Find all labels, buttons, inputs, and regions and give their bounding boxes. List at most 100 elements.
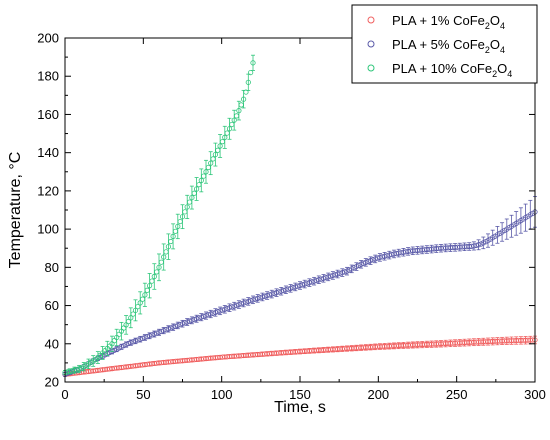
plot-frame <box>64 37 536 383</box>
data-point <box>189 317 195 323</box>
data-point <box>165 326 171 332</box>
data-point <box>128 340 134 346</box>
data-point <box>393 250 399 257</box>
data-point <box>280 287 287 294</box>
data-point <box>158 259 164 265</box>
legend-marker <box>367 64 375 72</box>
data-point <box>161 327 167 334</box>
data-point <box>233 113 240 119</box>
data-point <box>259 294 265 300</box>
data-point <box>147 333 153 339</box>
data-point <box>384 253 390 259</box>
data-point <box>403 249 409 255</box>
data-point <box>205 312 211 318</box>
data-point <box>194 186 200 192</box>
legend-marker <box>367 16 375 24</box>
data-point <box>241 300 247 306</box>
legend-marker <box>367 40 375 48</box>
data-point <box>262 293 268 299</box>
data-point <box>210 156 216 162</box>
data-point <box>179 321 186 327</box>
data-point <box>76 366 82 372</box>
data-point <box>381 253 388 259</box>
data-point <box>168 325 174 331</box>
x-tick-label: 150 <box>289 387 311 402</box>
data-point <box>396 250 402 256</box>
y-tick-label: 180 <box>37 69 59 84</box>
data-point <box>471 243 477 249</box>
data-point <box>125 340 132 347</box>
data-point <box>149 278 155 284</box>
data-point <box>238 301 244 307</box>
data-point <box>130 339 136 345</box>
data-point <box>224 305 230 312</box>
data-point <box>360 260 367 266</box>
data-point <box>257 295 263 301</box>
y-tick-label: 160 <box>37 107 59 122</box>
data-point <box>74 366 80 373</box>
data-point <box>149 332 155 338</box>
data-point <box>179 214 186 220</box>
data-point <box>144 334 150 340</box>
data-point <box>215 147 221 153</box>
data-point <box>210 310 216 316</box>
data-point <box>198 314 204 320</box>
data-point <box>264 292 270 299</box>
x-tick-label: 200 <box>367 387 389 402</box>
legend-box <box>351 4 538 84</box>
data-point <box>273 290 280 296</box>
y-tick-label: 20 <box>45 375 59 390</box>
data-point <box>161 254 167 260</box>
data-point <box>269 291 275 297</box>
data-point <box>271 290 277 296</box>
data-point <box>287 285 294 291</box>
data-point <box>137 336 143 342</box>
data-point <box>473 242 479 248</box>
legend-label: PLA + 5% CoFe2O4 <box>392 37 505 55</box>
data-point <box>243 89 249 95</box>
data-point <box>266 292 273 298</box>
plot-area <box>62 54 538 377</box>
data-point <box>212 151 218 158</box>
data-point <box>231 117 237 123</box>
data-point <box>175 322 181 329</box>
data-point <box>327 273 334 279</box>
legend: PLA + 1% CoFe2O4 PLA + 5% CoFe2O4 PLA + 10… <box>351 4 538 84</box>
x-axis-label: Time, s <box>274 399 326 416</box>
data-point <box>236 301 242 308</box>
data-point <box>203 312 209 319</box>
data-point <box>135 337 141 343</box>
data-point <box>224 130 230 136</box>
data-point <box>379 254 385 260</box>
data-point <box>243 299 249 305</box>
data-point <box>290 285 296 291</box>
data-point <box>135 304 141 310</box>
data-point <box>151 273 157 280</box>
data-point <box>189 194 195 201</box>
data-point <box>182 320 188 326</box>
data-point <box>163 327 169 333</box>
data-point <box>217 143 223 149</box>
data-point <box>311 278 317 284</box>
data-point <box>156 329 162 335</box>
data-point <box>285 286 291 292</box>
data-point <box>71 367 78 373</box>
data-point <box>276 289 282 295</box>
data-point <box>245 298 251 304</box>
data-point <box>358 261 364 267</box>
series-2 <box>62 196 538 377</box>
data-point <box>309 279 315 285</box>
y-tick-label: 80 <box>45 260 59 275</box>
data-point <box>238 102 244 108</box>
data-point <box>339 269 345 276</box>
axes: 0 50 100 150 200 250 300 20 40 60 80 100 120 140 160 18… <box>37 31 546 403</box>
data-point <box>168 238 174 245</box>
data-point <box>208 311 214 317</box>
data-point <box>226 126 233 132</box>
data-point <box>196 315 202 321</box>
data-point <box>137 300 143 306</box>
y-axis-label: Temperature, °C <box>7 152 24 269</box>
data-point <box>295 283 301 289</box>
data-point <box>334 271 341 277</box>
